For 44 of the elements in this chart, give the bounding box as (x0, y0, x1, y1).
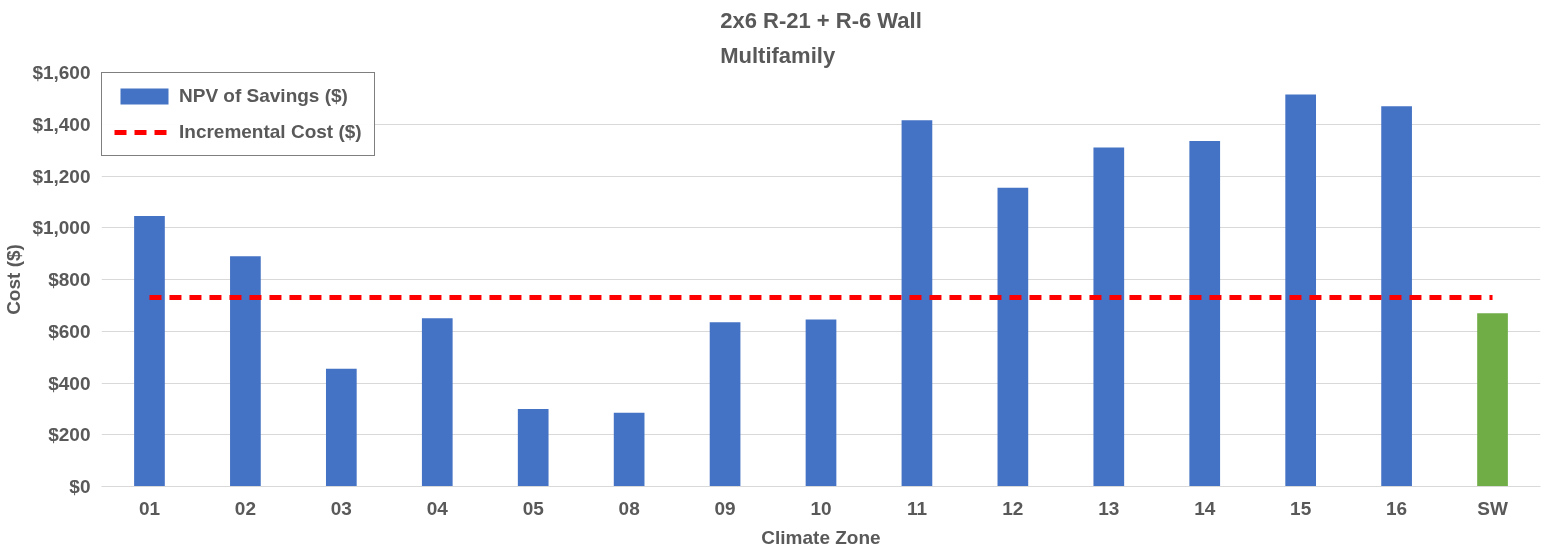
x-tick-label: 16 (1386, 497, 1408, 519)
bar (421, 318, 453, 487)
x-tick-label: 13 (1098, 497, 1120, 519)
x-axis-title: Climate Zone (761, 526, 881, 548)
x-tick-label: 11 (906, 497, 928, 519)
y-tick-label: $1,600 (32, 62, 91, 83)
y-tick-label: $600 (48, 320, 91, 342)
chart-title: 2x6 R-21 + R-6 Wall Multifamily (720, 7, 922, 68)
bar (997, 187, 1029, 487)
bar (1477, 313, 1508, 487)
x-tick-label: 02 (234, 497, 256, 519)
y-tick-label: $1,200 (32, 165, 91, 187)
x-tick-label: 10 (810, 497, 832, 519)
y-axis-title: Cost ($) (3, 244, 25, 315)
y-tick-label: $0 (69, 476, 91, 497)
x-tick-label: 12 (1002, 497, 1024, 519)
legend-label: NPV of Savings ($) (179, 85, 348, 107)
x-tick-label: 05 (522, 497, 545, 519)
bar (709, 322, 741, 487)
bar (230, 256, 261, 487)
y-tick-label: $800 (48, 269, 91, 290)
bar (1093, 147, 1125, 487)
bar (134, 216, 165, 487)
y-tick-label: $200 (48, 424, 91, 446)
y-tick-label: $1,400 (32, 113, 91, 135)
y-tick-label: $400 (48, 372, 91, 394)
bar (325, 368, 357, 487)
bar (1381, 106, 1412, 487)
bar (901, 120, 933, 487)
x-tick-label: 14 (1194, 497, 1216, 519)
y-tick-label: $1,000 (32, 217, 91, 239)
legend-label: Incremental Cost ($) (179, 121, 362, 143)
x-tick-label: 15 (1290, 497, 1312, 519)
bar (517, 408, 549, 487)
x-tick-label: 01 (138, 497, 161, 519)
bar (805, 319, 837, 487)
x-tick-label: 09 (714, 497, 736, 519)
x-tick-label: 08 (618, 497, 640, 519)
x-tick-label: 04 (426, 497, 449, 519)
x-tick-label: 03 (330, 497, 352, 519)
x-tick-label: SW (1477, 497, 1508, 519)
bar (1285, 94, 1317, 487)
bar (613, 412, 645, 487)
bar (1189, 141, 1221, 487)
